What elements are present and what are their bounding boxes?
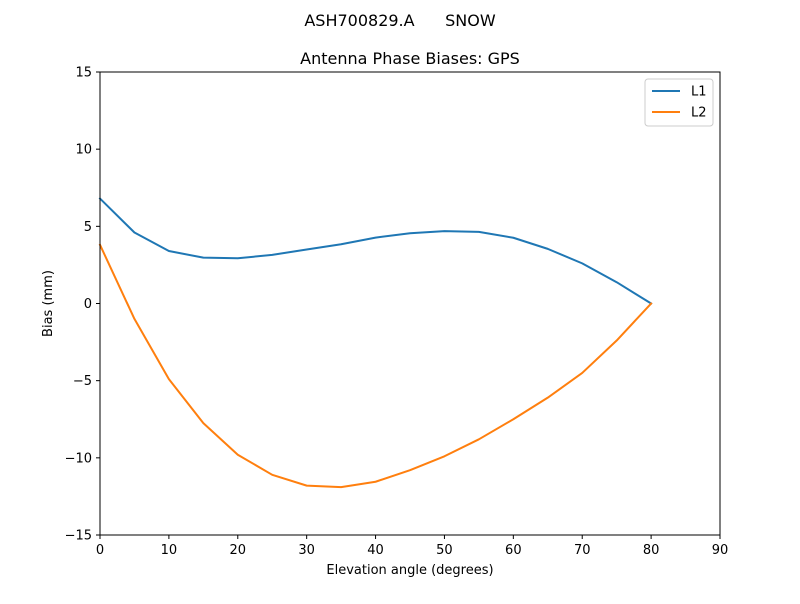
x-axis: 0 10 20 30 40 50 60 70 80 90 xyxy=(96,535,728,558)
legend-label-l2: L2 xyxy=(691,106,707,121)
x-tick-label: 80 xyxy=(643,543,660,558)
x-tick-label: 30 xyxy=(298,543,315,558)
x-tick-label: 70 xyxy=(574,543,591,558)
chart-title: Antenna Phase Biases: GPS xyxy=(300,49,520,68)
chart-suptitle: ASH700829.A SNOW xyxy=(304,11,495,30)
x-tick-label: 90 xyxy=(712,543,729,558)
y-tick-label: −5 xyxy=(73,374,92,389)
x-tick-label: 50 xyxy=(436,543,453,558)
x-tick-label: 10 xyxy=(161,543,178,558)
series-layer xyxy=(98,197,653,489)
y-tick-label: 15 xyxy=(75,66,92,81)
y-axis: −15 −10 −5 0 5 10 15 xyxy=(65,66,100,544)
x-tick-label: 0 xyxy=(96,543,104,558)
y-tick-label: −10 xyxy=(65,451,92,466)
x-axis-label: Elevation angle (degrees) xyxy=(326,563,493,578)
series-line-l2 xyxy=(98,243,653,489)
y-tick-label: −15 xyxy=(65,529,92,544)
legend-label-l1: L1 xyxy=(691,85,707,100)
y-tick-label: 5 xyxy=(84,220,92,235)
series-line-l1 xyxy=(98,197,653,305)
y-tick-label: 10 xyxy=(75,143,92,158)
x-tick-label: 40 xyxy=(367,543,384,558)
x-tick-label: 60 xyxy=(505,543,522,558)
y-tick-label: 0 xyxy=(84,297,92,312)
x-tick-label: 20 xyxy=(230,543,247,558)
y-axis-label: Bias (mm) xyxy=(41,270,56,337)
plot-area-frame xyxy=(99,71,721,536)
